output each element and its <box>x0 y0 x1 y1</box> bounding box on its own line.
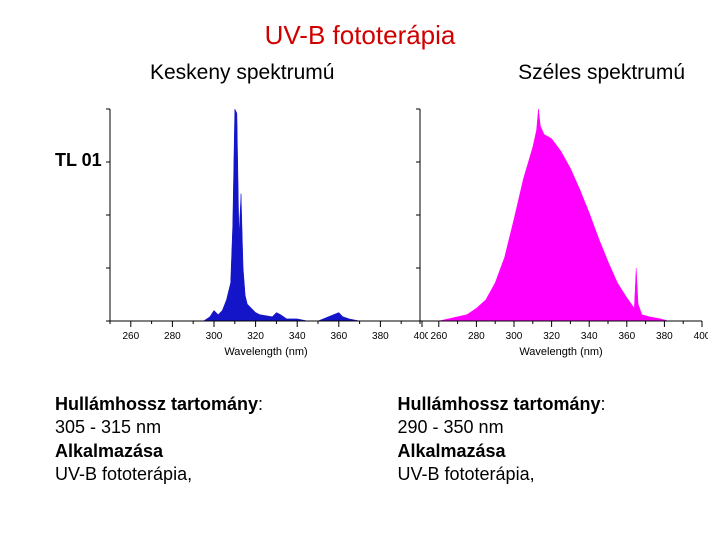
svg-text:260: 260 <box>122 331 139 342</box>
svg-text:380: 380 <box>656 331 673 342</box>
range-label-right: Hullámhossz tartomány <box>398 394 601 414</box>
description-left: Hullámhossz tartomány: 305 - 315 nm Alka… <box>55 393 338 487</box>
svg-text:Wavelength (nm): Wavelength (nm) <box>224 346 307 358</box>
svg-text:360: 360 <box>618 331 635 342</box>
subtitle-narrow: Keskeny spektrumú <box>150 61 334 85</box>
app-value-left: UV-B fototerápia, <box>55 463 338 486</box>
range-value-left: 305 - 315 nm <box>55 416 338 439</box>
app-label-right: Alkalmazása <box>398 440 681 463</box>
svg-text:340: 340 <box>289 331 306 342</box>
svg-text:320: 320 <box>247 331 264 342</box>
svg-text:320: 320 <box>543 331 560 342</box>
range-value-right: 290 - 350 nm <box>398 416 681 439</box>
svg-text:300: 300 <box>506 331 523 342</box>
svg-text:360: 360 <box>330 331 347 342</box>
svg-text:300: 300 <box>206 331 223 342</box>
svg-text:380: 380 <box>372 331 389 342</box>
svg-text:280: 280 <box>468 331 485 342</box>
page-title: UV-B fototerápia <box>0 20 720 51</box>
svg-text:340: 340 <box>581 331 598 342</box>
chart-broadband: 260 280 300 320 340 360 380 400 Wavelength (nm) <box>408 103 708 363</box>
svg-text:400: 400 <box>694 331 708 342</box>
subtitle-broad: Széles spektrumú <box>518 61 685 85</box>
svg-text:260: 260 <box>430 331 447 342</box>
description-right: Hullámhossz tartomány: 290 - 350 nm Alka… <box>398 393 681 487</box>
range-label-left: Hullámhossz tartomány <box>55 394 258 414</box>
chart-narrowband: 260280300320340360380400Wavelength (nm) <box>98 103 428 363</box>
app-value-right: UV-B fototerápia, <box>398 463 681 486</box>
svg-text:280: 280 <box>164 331 181 342</box>
app-label-left: Alkalmazása <box>55 440 338 463</box>
svg-text:Wavelength (nm): Wavelength (nm) <box>519 346 602 358</box>
